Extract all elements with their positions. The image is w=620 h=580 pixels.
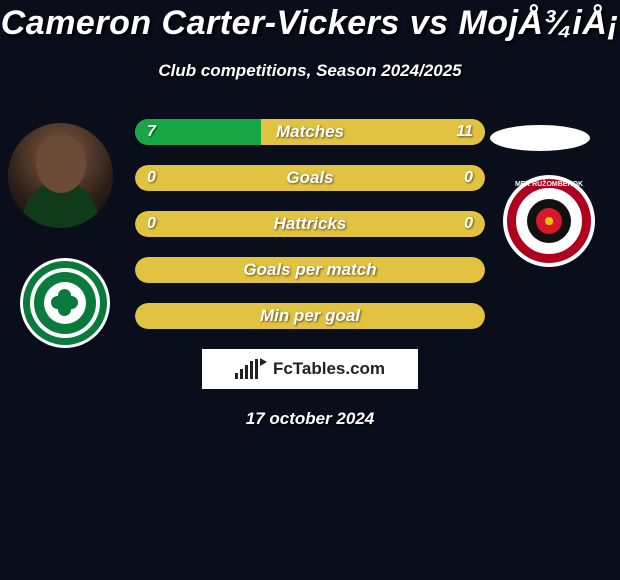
stat-bar-matches: 711Matches [135, 119, 485, 145]
stat-hattricks-label: Hattricks [135, 211, 485, 237]
watermark-icon [235, 359, 258, 379]
comparison-card: Cameron Carter-Vickers vs MojÅ¾iÅ¡ Club … [0, 0, 620, 429]
player1-club-logo [20, 258, 110, 348]
stat-goals-label: Goals [135, 165, 485, 191]
player2-club-logo: MFK RUŽOMBEROK [503, 175, 595, 267]
club2-banner-text: MFK RUŽOMBEROK [503, 181, 595, 188]
stat-bar-gpm: Goals per match [135, 257, 485, 283]
snapshot-date: 17 october 2024 [0, 409, 620, 429]
stat-gpm-label: Goals per match [135, 257, 485, 283]
stat-mpg-label: Min per goal [135, 303, 485, 329]
stat-bar-hattricks: 00Hattricks [135, 211, 485, 237]
stat-bars: 711Matches 00Goals 00Hattricks Goals per ma… [135, 119, 485, 329]
stat-bar-mpg: Min per goal [135, 303, 485, 329]
player1-photo [8, 123, 113, 228]
arrow-icon [260, 358, 267, 366]
stat-bar-goals: 00Goals [135, 165, 485, 191]
watermark-badge: FcTables.com [202, 349, 418, 389]
page-title: Cameron Carter-Vickers vs MojÅ¾iÅ¡ [0, 4, 620, 43]
watermark-text: FcTables.com [273, 359, 385, 379]
stat-matches-label: Matches [135, 119, 485, 145]
player2-photo-placeholder [490, 125, 590, 151]
page-subtitle: Club competitions, Season 2024/2025 [0, 61, 620, 81]
